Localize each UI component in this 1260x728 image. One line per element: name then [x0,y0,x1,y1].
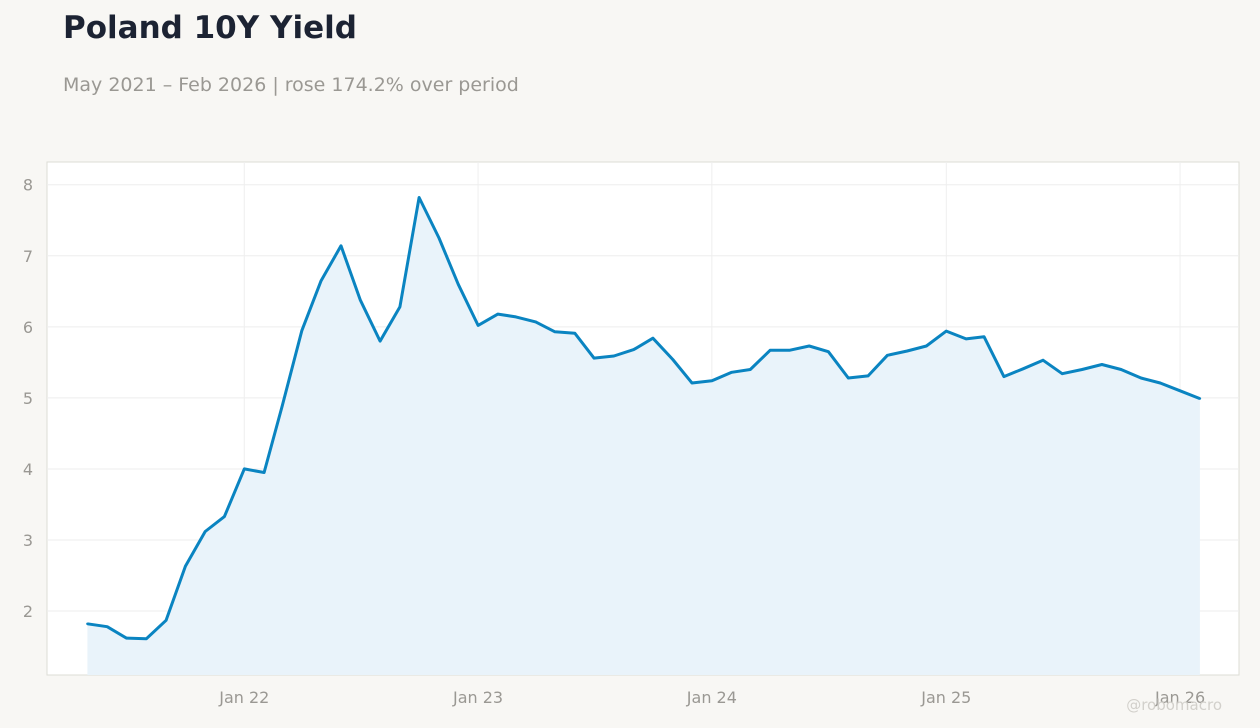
data-point [886,354,889,357]
data-point [573,332,576,335]
data-point [204,530,207,533]
data-point [1080,368,1084,371]
data-point [437,236,441,240]
data-point [1139,376,1143,380]
data-point [184,565,187,568]
data-point [164,619,168,622]
data-point [457,283,460,286]
data-point [223,515,226,518]
data-point [243,467,246,471]
series-area [87,197,1200,675]
y-tick-label: 8 [23,176,33,195]
data-point [671,358,674,361]
y-tick-label: 3 [23,531,33,550]
series-line [87,196,1201,641]
data-point [808,344,811,348]
data-point [496,312,500,316]
data-point [690,381,694,385]
data-point [1061,372,1064,375]
y-tick-label: 7 [23,247,33,266]
data-point [1178,389,1182,392]
data-point [1198,397,1202,400]
data-point [553,330,557,334]
data-point [280,405,284,408]
data-point [106,625,109,628]
data-point [925,344,928,348]
data-point [651,337,655,340]
data-point [710,379,714,383]
data-point [1041,359,1045,362]
data-point [262,471,266,474]
data-point [534,320,537,324]
y-axis-ticks: 2 3 4 5 6 7 8 [23,176,33,621]
data-point [300,329,304,332]
data-point [1100,363,1104,366]
data-point [768,349,772,352]
data-point [964,337,968,341]
x-tick-label: Jan 25 [920,688,971,707]
data-point [476,324,480,327]
data-point [749,368,752,371]
data-point [125,636,128,640]
data-point [730,371,733,374]
y-tick-label: 4 [23,460,33,479]
data-point [592,356,596,360]
data-point [378,339,382,343]
data-point [612,354,616,358]
y-tick-label: 2 [23,602,33,621]
x-tick-label: Jan 26 [1154,688,1205,707]
data-point [1119,368,1123,371]
data-point [398,305,402,309]
data-point [866,374,870,378]
y-tick-label: 5 [23,389,33,408]
data-point [514,315,518,319]
data-point [145,637,148,640]
watermark: @robomacro [1126,696,1222,714]
data-point [906,349,909,353]
data-point [339,244,343,248]
data-point [417,196,421,199]
chart-subtitle: May 2021 – Feb 2026 | rose 174.2% over p… [63,74,519,96]
data-points [86,196,1202,640]
data-point [1002,375,1006,378]
data-point [827,350,830,353]
data-point [319,279,323,282]
data-point [359,298,362,302]
data-point [632,348,635,351]
x-tick-label: Jan 23 [452,688,503,707]
x-tick-label: Jan 22 [218,688,269,707]
data-point [788,349,791,352]
x-axis-ticks: Jan 22 Jan 23 Jan 24 Jan 25 Jan 26 [218,688,1205,707]
x-tick-label: Jan 24 [686,688,737,707]
data-point [945,329,948,333]
chart-title: Poland 10Y Yield [63,10,357,46]
data-point [847,376,850,380]
data-point [1021,367,1025,370]
data-point [1159,381,1162,385]
y-tick-label: 6 [23,318,33,337]
data-point [982,335,986,338]
data-point [86,622,89,626]
